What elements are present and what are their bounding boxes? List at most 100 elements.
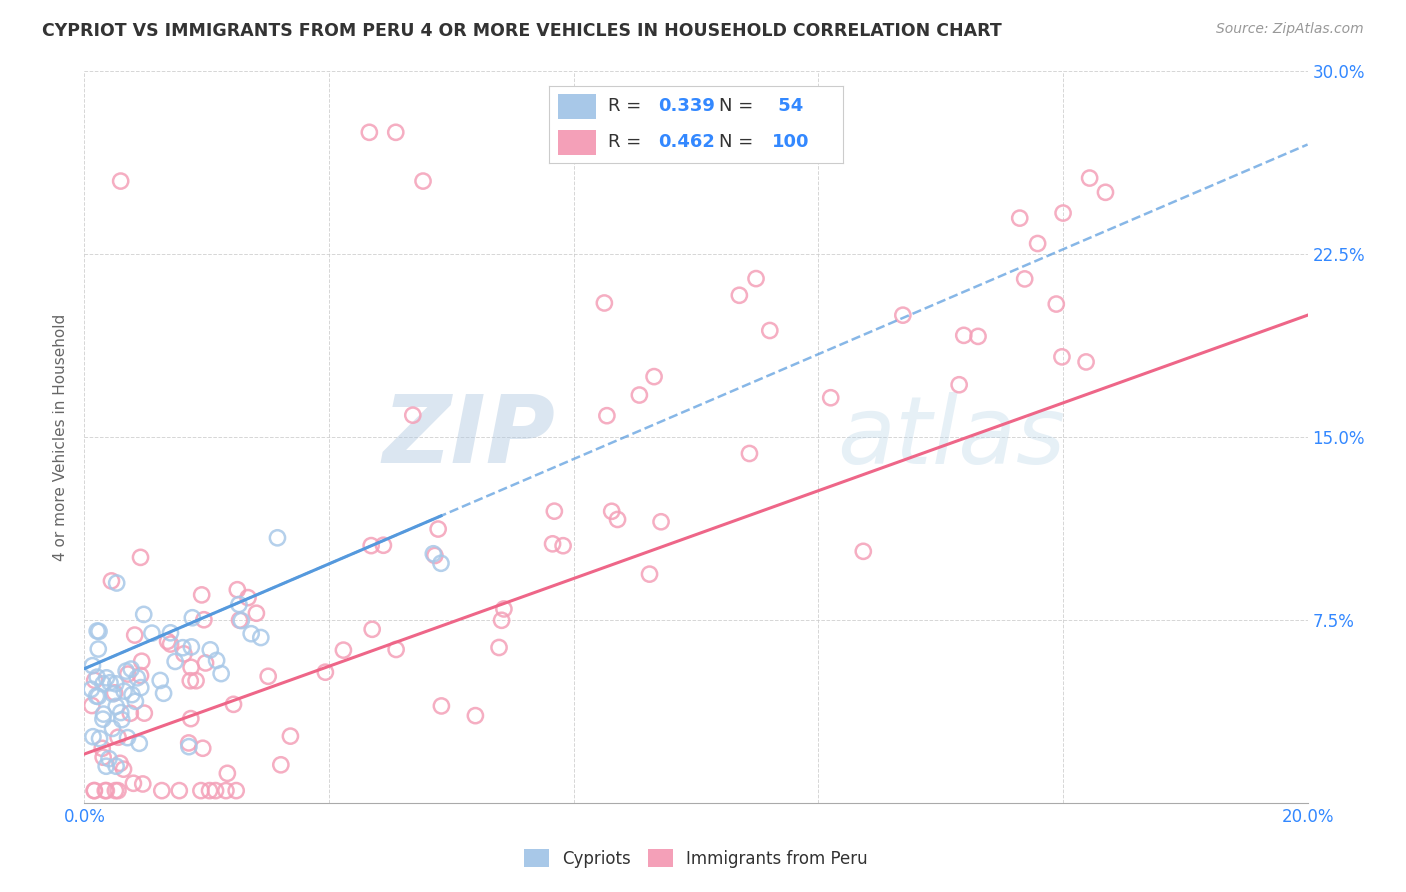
- Point: [181, 611, 204, 625]
- Point: [952, 328, 974, 343]
- Point: [122, 776, 145, 790]
- Point: [105, 759, 128, 773]
- Point: [402, 408, 425, 422]
- Point: [225, 783, 247, 797]
- Point: [728, 288, 751, 302]
- Point: [359, 125, 381, 139]
- Text: CYPRIOT VS IMMIGRANTS FROM PERU 4 OR MORE VEHICLES IN HOUSEHOLD CORRELATION CHAR: CYPRIOT VS IMMIGRANTS FROM PERU 4 OR MOR…: [42, 22, 1002, 40]
- Text: ZIP: ZIP: [382, 391, 555, 483]
- Point: [124, 694, 146, 708]
- Point: [606, 512, 628, 526]
- Point: [228, 613, 250, 627]
- Point: [1094, 186, 1116, 200]
- Point: [198, 783, 221, 797]
- Point: [1026, 236, 1049, 251]
- Point: [245, 606, 267, 620]
- Point: [96, 671, 118, 685]
- Point: [80, 698, 103, 713]
- Point: [543, 504, 565, 518]
- Point: [89, 731, 111, 746]
- Point: [180, 660, 202, 674]
- Legend: Cypriots, Immigrants from Peru: Cypriots, Immigrants from Peru: [524, 849, 868, 868]
- Point: [628, 388, 651, 402]
- Point: [226, 582, 249, 597]
- Point: [104, 677, 127, 691]
- Point: [173, 647, 195, 661]
- Point: [117, 667, 139, 681]
- Point: [93, 707, 115, 722]
- Point: [110, 706, 132, 720]
- Point: [94, 783, 117, 797]
- Point: [361, 622, 384, 636]
- Text: Source: ZipAtlas.com: Source: ZipAtlas.com: [1216, 22, 1364, 37]
- Point: [96, 759, 118, 773]
- Point: [98, 752, 121, 766]
- Point: [83, 783, 105, 797]
- Point: [127, 671, 149, 685]
- Point: [180, 712, 202, 726]
- Point: [105, 699, 128, 714]
- Point: [111, 713, 134, 727]
- Point: [117, 731, 139, 745]
- Point: [1045, 297, 1067, 311]
- Point: [593, 296, 616, 310]
- Point: [820, 391, 842, 405]
- Point: [87, 642, 110, 657]
- Point: [83, 673, 105, 688]
- Point: [134, 706, 156, 720]
- Point: [87, 690, 110, 704]
- Point: [132, 607, 155, 622]
- Point: [488, 640, 510, 655]
- Point: [360, 539, 382, 553]
- Point: [110, 174, 132, 188]
- Point: [104, 686, 127, 700]
- Point: [120, 706, 142, 721]
- Point: [150, 783, 173, 797]
- Point: [491, 613, 513, 627]
- Point: [129, 550, 152, 565]
- Point: [100, 574, 122, 588]
- Point: [124, 628, 146, 642]
- Point: [112, 684, 135, 698]
- Point: [86, 689, 108, 703]
- Point: [132, 777, 155, 791]
- Point: [105, 576, 128, 591]
- Point: [129, 681, 152, 695]
- Point: [121, 688, 143, 702]
- Point: [250, 631, 273, 645]
- Point: [190, 588, 212, 602]
- Point: [948, 377, 970, 392]
- Point: [412, 174, 434, 188]
- Point: [217, 766, 239, 780]
- Point: [209, 666, 232, 681]
- Point: [638, 567, 661, 582]
- Point: [423, 549, 446, 563]
- Point: [80, 682, 103, 697]
- Point: [384, 125, 406, 139]
- Point: [222, 698, 245, 712]
- Point: [541, 537, 564, 551]
- Point: [120, 662, 142, 676]
- Point: [177, 736, 200, 750]
- Point: [643, 369, 665, 384]
- Point: [82, 658, 104, 673]
- Point: [228, 598, 250, 612]
- Point: [169, 783, 191, 797]
- Y-axis label: 4 or more Vehicles in Household: 4 or more Vehicles in Household: [52, 313, 67, 561]
- Point: [231, 614, 253, 628]
- Point: [193, 613, 215, 627]
- Point: [430, 698, 453, 713]
- Point: [1074, 355, 1097, 369]
- Point: [385, 642, 408, 657]
- Point: [152, 686, 174, 700]
- Point: [1078, 171, 1101, 186]
- Point: [1014, 272, 1036, 286]
- Point: [128, 736, 150, 750]
- Point: [852, 544, 875, 558]
- Point: [141, 626, 163, 640]
- Point: [159, 625, 181, 640]
- Point: [107, 783, 129, 797]
- Point: [240, 626, 263, 640]
- Point: [257, 669, 280, 683]
- Point: [165, 655, 187, 669]
